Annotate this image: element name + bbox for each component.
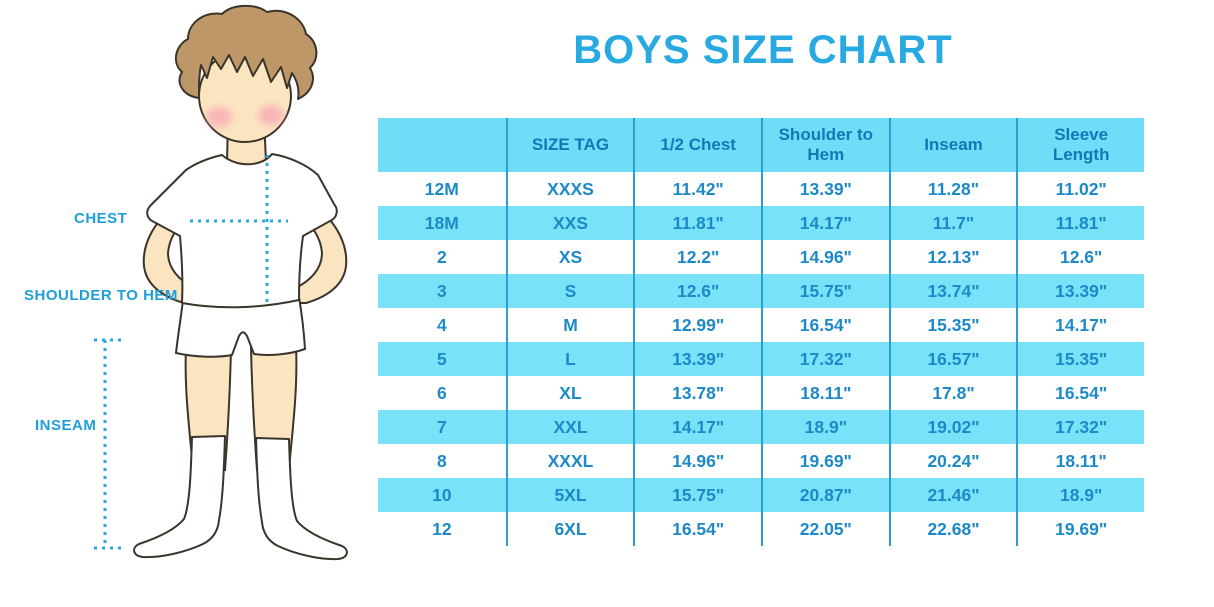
table-cell: XS xyxy=(505,240,634,274)
table-cell: 15.75" xyxy=(633,478,761,512)
table-cell: 15.35" xyxy=(888,308,1017,342)
table-cell: 11.81" xyxy=(633,206,761,240)
table-cell: 6XL xyxy=(505,512,634,546)
table-cell: 15.75" xyxy=(760,274,889,308)
boy-shorts xyxy=(175,296,306,358)
column-header: Inseam xyxy=(888,118,1017,172)
table-cell: S xyxy=(505,274,634,308)
size-row-label: 10 xyxy=(378,478,506,512)
table-cell: XXS xyxy=(505,206,634,240)
size-table: SIZE TAG 1/2 Chest Shoulder to Hem Inseam Sl… xyxy=(378,118,1144,546)
table-cell: 11.42" xyxy=(633,172,761,206)
table-cell: 21.46" xyxy=(888,478,1017,512)
table-cell: 12.99" xyxy=(633,308,761,342)
table-cell: 18.11" xyxy=(1016,444,1144,478)
table-cell: 12.6" xyxy=(1016,240,1144,274)
boy-right-sock xyxy=(255,437,348,561)
table-cell: 19.69" xyxy=(760,444,889,478)
size-row-label: 7 xyxy=(378,410,506,444)
size-row-label: 3 xyxy=(378,274,506,308)
size-row-label: 2 xyxy=(378,240,506,274)
size-row-label: 6 xyxy=(378,376,506,410)
table-cell: 17.8" xyxy=(888,376,1017,410)
table-cell: 13.74" xyxy=(888,274,1017,308)
table-cell: 17.32" xyxy=(1016,410,1144,444)
table-cell: 22.05" xyxy=(760,512,889,546)
table-cell: 16.54" xyxy=(760,308,889,342)
table-cell: 11.7" xyxy=(888,206,1017,240)
table-cell: 17.32" xyxy=(760,342,889,376)
table-cell: 12.2" xyxy=(633,240,761,274)
table-cell: 13.39" xyxy=(633,342,761,376)
boy-hair xyxy=(174,4,318,100)
table-cell: 14.17" xyxy=(633,410,761,444)
table-cell: 16.54" xyxy=(1016,376,1144,410)
table-cell: 12.6" xyxy=(633,274,761,308)
table-cell: XXL xyxy=(505,410,634,444)
column-header: SIZE TAG xyxy=(505,118,634,172)
table-cell: 16.57" xyxy=(888,342,1017,376)
table-cell: 5XL xyxy=(505,478,634,512)
table-cell: XXXL xyxy=(505,444,634,478)
table-cell: 18.9" xyxy=(760,410,889,444)
table-cell: XL xyxy=(505,376,634,410)
size-row-label: 12 xyxy=(378,512,506,546)
table-cell: 11.02" xyxy=(1016,172,1144,206)
table-cell: L xyxy=(505,342,634,376)
table-cell: 18.9" xyxy=(1016,478,1144,512)
table-cell: 19.02" xyxy=(888,410,1017,444)
table-cell: 14.96" xyxy=(633,444,761,478)
table-cell: 14.96" xyxy=(760,240,889,274)
size-row-label: 4 xyxy=(378,308,506,342)
size-row-label: 5 xyxy=(378,342,506,376)
table-cell: 22.68" xyxy=(888,512,1017,546)
inseam-label: INSEAM xyxy=(35,417,97,434)
table-cell: M xyxy=(505,308,634,342)
table-cell: 11.81" xyxy=(1016,206,1144,240)
column-header: 1/2 Chest xyxy=(633,118,761,172)
table-cell: 12.13" xyxy=(888,240,1017,274)
chest-label: CHEST xyxy=(74,210,128,227)
table-cell: XXXS xyxy=(505,172,634,206)
boy-shirt xyxy=(146,153,338,309)
shoulder-to-hem-label: SHOULDER TO HEM xyxy=(24,287,178,304)
table-cell: 20.24" xyxy=(888,444,1017,478)
column-header xyxy=(378,118,506,172)
table-cell: 20.87" xyxy=(760,478,889,512)
boy-left-cheek xyxy=(206,107,232,127)
table-cell: 13.78" xyxy=(633,376,761,410)
column-header: Sleeve Length xyxy=(1016,118,1144,172)
page-title: BOYS SIZE CHART xyxy=(573,28,953,72)
table-cell: 18.11" xyxy=(760,376,889,410)
table-cell: 13.39" xyxy=(760,172,889,206)
table-cell: 16.54" xyxy=(633,512,761,546)
size-row-label: 18M xyxy=(378,206,506,240)
table-cell: 14.17" xyxy=(1016,308,1144,342)
boy-illustration xyxy=(94,4,348,561)
size-row-label: 8 xyxy=(378,444,506,478)
column-header: Shoulder to Hem xyxy=(760,118,889,172)
table-cell: 19.69" xyxy=(1016,512,1144,546)
table-cell: 11.28" xyxy=(888,172,1017,206)
table-cell: 15.35" xyxy=(1016,342,1144,376)
table-cell: 14.17" xyxy=(760,206,889,240)
boy-left-sock xyxy=(133,435,226,559)
size-row-label: 12M xyxy=(378,172,506,206)
table-cell: 13.39" xyxy=(1016,274,1144,308)
boy-right-cheek xyxy=(258,105,284,125)
